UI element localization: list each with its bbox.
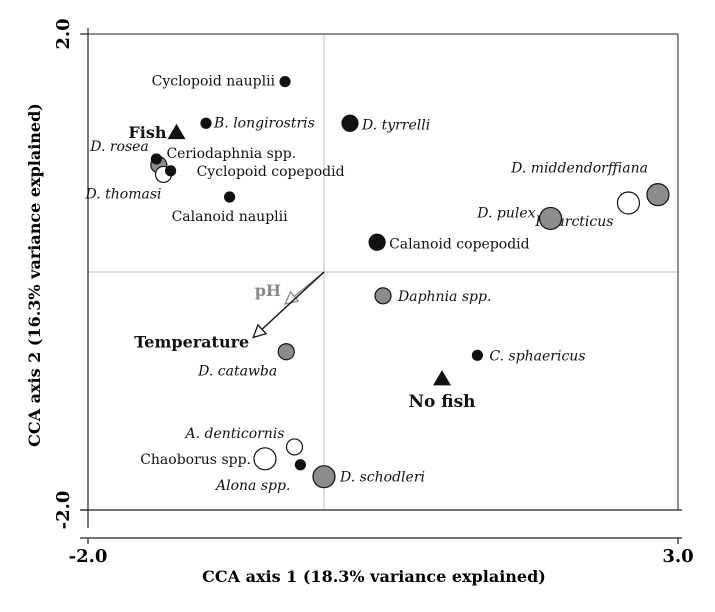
point-h-arcticus	[616, 191, 641, 215]
point-label-cyclopoid-nauplii: Cyclopoid nauplii	[152, 74, 276, 90]
point-label-chaoborus-spp: Chaoborus spp.	[140, 452, 251, 468]
vector-line-temperature	[252, 271, 325, 338]
point-label-calanoid-copepodid: Calanoid copepodid	[389, 236, 530, 252]
vector-label-temperature: Temperature	[134, 332, 249, 351]
point-label-d-catawba: D. catawba	[197, 364, 277, 380]
point-calanoid-copepodid	[368, 233, 386, 251]
vector-arrowhead-temperature	[252, 323, 268, 339]
point-label-alona-spp: Alona spp.	[214, 478, 290, 494]
point-d-middendorffiana	[646, 183, 670, 207]
point-b-longirostris	[200, 117, 212, 129]
point-cyclopoid-nauplii	[279, 75, 291, 88]
point-chaoborus-spp	[253, 447, 277, 471]
y-axis-label: CCA axis 2 (16.3% variance explained)	[25, 103, 44, 447]
point-d-pulex	[538, 206, 563, 231]
point-label-cyclopoid-copepodid: Cyclopoid copepodid	[197, 164, 345, 180]
point-alona-spp	[294, 459, 306, 471]
point-label-d-schodleri: D. schodleri	[339, 470, 425, 486]
point-label-d-tyrrelli: D. tyrrelli	[361, 117, 430, 133]
point-d-schodleri	[312, 465, 336, 489]
point-label-b-longirostris: B. longirostris	[213, 115, 315, 131]
x-tick-label-min: -2.0	[69, 546, 108, 567]
point-label-ceriodaphnia-spp: Ceriodaphnia spp.	[166, 146, 296, 162]
point-daphnia-spp	[374, 287, 392, 305]
point-label-d-thomasi: D. thomasi	[85, 186, 162, 202]
point-label-a-denticornis: A. denticornis	[183, 426, 284, 442]
centroid-label-fish: Fish	[128, 123, 166, 142]
plot-area: Cyclopoid nauplii B. longirostris D. tyrre…	[80, 28, 682, 544]
centroid-fish	[167, 123, 186, 140]
vector-label-ph: pH	[255, 281, 281, 300]
centroid-no-fish	[433, 370, 451, 386]
point-calanoid-nauplii	[224, 191, 236, 203]
point-ceriodaphnia-spp	[150, 153, 163, 165]
centroid-label-no-fish: No fish	[408, 392, 475, 412]
point-c-sphaericus	[471, 349, 483, 361]
point-label-daphnia-spp: Daphnia spp.	[397, 289, 491, 305]
y-tick-label-max: 2.0	[53, 18, 74, 49]
point-label-d-rosea: D. rosea	[89, 139, 149, 155]
point-label-calanoid-nauplii: Calanoid nauplii	[172, 209, 289, 225]
point-d-tyrrelli	[341, 114, 359, 132]
point-d-catawba	[277, 343, 295, 361]
x-axis-label: CCA axis 1 (18.3% variance explained)	[202, 567, 546, 586]
point-a-denticornis	[285, 438, 304, 456]
point-label-d-pulex: D. pulex	[476, 205, 535, 221]
point-label-c-sphaericus: C. sphaericus	[489, 348, 585, 364]
point-cyclopoid-copepodid	[165, 165, 177, 177]
y-tick-label-min: -2.0	[53, 491, 74, 530]
x-tick-label-max: 3.0	[662, 546, 693, 567]
point-label-d-middendorffiana: D. middendorffiana	[510, 161, 648, 177]
